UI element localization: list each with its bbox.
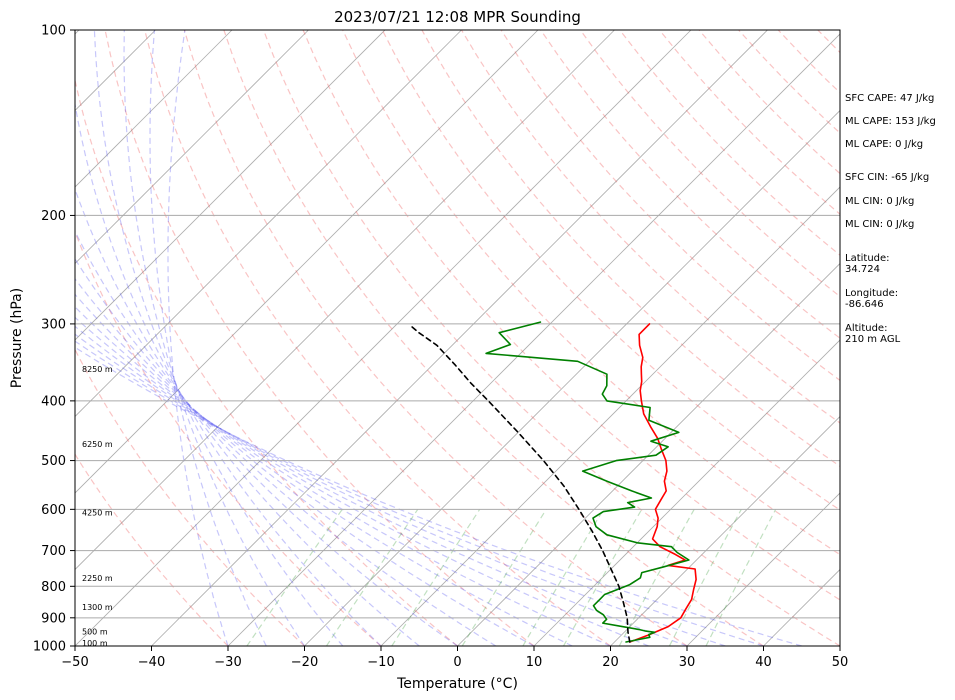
y-axis-ticks: 1000 900 800 700 600 500 400 300 200 100 xyxy=(33,24,75,655)
height-label: 4250 m xyxy=(82,508,113,517)
isotherm-line xyxy=(151,30,768,646)
x-tick-label: −10 xyxy=(367,655,394,670)
y-tick-label: 700 xyxy=(41,544,66,559)
moist-adiabat-line xyxy=(75,333,726,646)
dry-adiabat-line xyxy=(183,30,688,646)
mixing-ratio-line xyxy=(705,509,777,646)
ml-cin-text: ML CIN: 0 J/kg xyxy=(845,196,915,207)
x-tick-label: 30 xyxy=(679,655,696,670)
mixing-ratio-line xyxy=(562,508,643,646)
mixing-ratio-line xyxy=(246,508,343,646)
isotherm-line xyxy=(0,30,3,646)
dewpoint-line xyxy=(485,321,690,643)
x-tick-label: 40 xyxy=(755,655,772,670)
height-label: 500 m xyxy=(82,627,108,636)
altitude-text: Altitude: 210 m AGL xyxy=(845,323,901,345)
ml-cape-text: ML CAPE: 153 J/kg xyxy=(845,116,936,127)
isotherm-line xyxy=(227,33,840,646)
y-tick-label: 200 xyxy=(41,209,66,224)
height-label: 8250 m xyxy=(82,365,113,374)
moist-adiabat-line xyxy=(75,293,573,646)
mixing-ratio-line xyxy=(391,508,481,646)
moist-adiabat-line xyxy=(167,30,229,646)
y-tick-label: 400 xyxy=(41,394,66,409)
height-label: 2250 m xyxy=(82,574,113,583)
moist-adiabat-line xyxy=(75,101,382,646)
dry-adiabat-line xyxy=(75,230,382,646)
y-tick-label: 600 xyxy=(41,503,66,518)
mixing-ratio-line xyxy=(522,508,605,646)
moist-adiabat-line xyxy=(75,340,764,646)
y-axis-title: Pressure (hPa) xyxy=(9,288,25,388)
moist-adiabat-line xyxy=(75,187,420,646)
chart-title: 2023/07/21 12:08 MPR Sounding xyxy=(334,8,581,26)
y-tick-label: 500 xyxy=(41,454,66,469)
dry-adiabat-line xyxy=(75,348,305,646)
moist-adiabat-line xyxy=(75,230,458,646)
moist-adiabat-line xyxy=(75,316,650,646)
y-tick-label: 1000 xyxy=(33,640,66,655)
isotherm-line xyxy=(304,109,840,646)
y-tick-label: 800 xyxy=(41,580,66,595)
mixing-ratio-line xyxy=(668,509,742,646)
moist-adiabat-line xyxy=(123,30,305,646)
x-axis-ticks: −50 −40 −30 −20 −10 0 10 20 30 40 50 xyxy=(61,646,848,670)
isotherm-line xyxy=(457,262,840,646)
dry-adiabat-line xyxy=(144,30,611,646)
isotherm-line xyxy=(686,492,840,646)
dry-adiabat-line xyxy=(75,77,458,646)
moist-adiabat-line xyxy=(75,346,802,646)
isotherm-line xyxy=(75,30,309,265)
height-label: 1300 m xyxy=(82,603,113,612)
moist-adiabat-line xyxy=(93,30,344,646)
height-label: 100 m xyxy=(82,639,108,648)
y-tick-label: 300 xyxy=(41,317,66,332)
x-tick-label: −20 xyxy=(291,655,318,670)
moist-adiabat-line xyxy=(75,257,497,646)
isotherm-line xyxy=(610,415,840,646)
temperature-line xyxy=(628,323,697,643)
ml-cin-text-2: ML CIN: 0 J/kg xyxy=(845,219,915,230)
x-tick-label: −40 xyxy=(138,655,165,670)
y-tick-label: 100 xyxy=(41,24,66,39)
longitude-text: Longitude: -86.646 xyxy=(845,288,899,310)
x-tick-label: 0 xyxy=(453,655,461,670)
dry-adiabat-line xyxy=(579,30,840,298)
dry-adiabat-line xyxy=(75,453,229,646)
ml-cape-text-2: ML CAPE: 0 J/kg xyxy=(845,139,924,150)
isotherm-line xyxy=(75,30,539,494)
x-tick-label: 10 xyxy=(526,655,543,670)
isotherm-line xyxy=(75,30,462,418)
mixing-ratio-line xyxy=(325,508,419,646)
isotherm-line xyxy=(75,30,233,188)
isotherm-line xyxy=(75,30,692,646)
pressure-gridlines xyxy=(75,29,840,647)
x-tick-label: −50 xyxy=(61,655,88,670)
isotherm-line xyxy=(75,30,386,341)
moist-adiabat-line xyxy=(75,306,611,646)
background-lines xyxy=(0,30,840,646)
sfc-cin-text: SFC CIN: -65 J/kg xyxy=(845,172,930,183)
height-label: 6250 m xyxy=(82,440,113,449)
moist-adiabat-line xyxy=(149,30,267,646)
dry-adiabat-line xyxy=(223,30,764,646)
parcel-path-line xyxy=(409,324,631,643)
x-tick-label: 50 xyxy=(832,655,849,670)
isotherm-line xyxy=(75,30,615,571)
dry-adiabat-line xyxy=(262,30,840,646)
height-labels: 100 m 500 m 1300 m 2250 m 4250 m 6250 m 8250 m xyxy=(82,365,113,648)
x-axis-title: Temperature (°C) xyxy=(396,676,518,692)
y-tick-label: 900 xyxy=(41,611,66,626)
series-layer xyxy=(409,321,697,643)
plot-frame xyxy=(74,29,841,647)
sfc-cape-text: SFC CAPE: 47 J/kg xyxy=(845,93,935,104)
isotherm-line xyxy=(380,186,840,646)
x-tick-label: −30 xyxy=(214,655,241,670)
moist-adiabat-line xyxy=(75,325,688,646)
dry-adiabat-line xyxy=(104,30,535,646)
latitude-text: Latitude: 34.724 xyxy=(845,253,890,275)
mixing-ratio-line xyxy=(461,508,547,646)
x-tick-label: 20 xyxy=(602,655,619,670)
